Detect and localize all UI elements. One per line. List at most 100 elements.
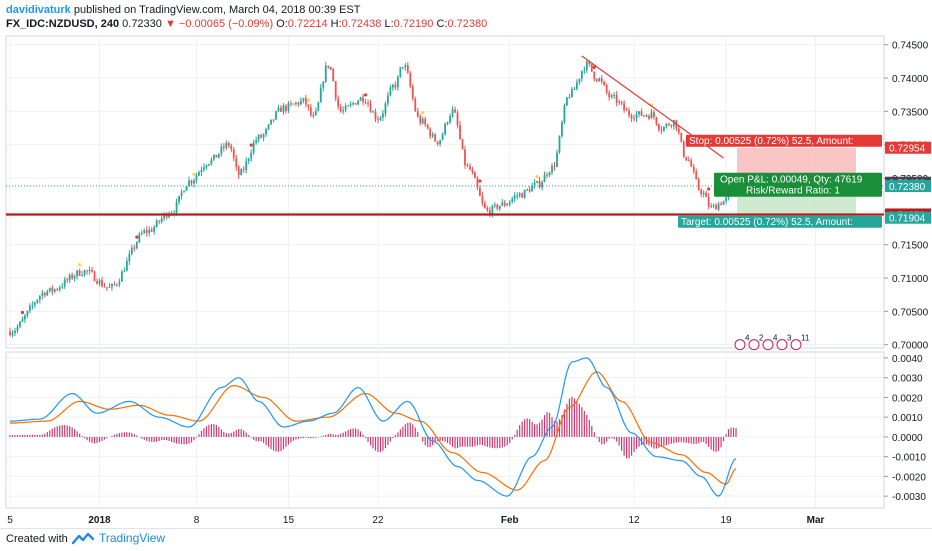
- candle-up: [272, 119, 275, 121]
- macd-tick-label: 0.0020: [892, 393, 923, 404]
- candle-up: [24, 315, 26, 320]
- candle-down: [680, 132, 683, 142]
- footer-bar: Created with TradingView: [0, 528, 932, 551]
- candle-up: [277, 107, 280, 112]
- candle-down: [96, 281, 98, 284]
- candle-up: [155, 220, 158, 228]
- candle-down: [640, 111, 643, 116]
- candle-up: [399, 67, 402, 77]
- pnl-box-bg: [714, 172, 882, 197]
- candle-up: [143, 230, 146, 234]
- candle-down: [230, 145, 233, 150]
- candle-up: [401, 67, 404, 69]
- event-flag-icon: [734, 339, 746, 351]
- candle-up: [324, 65, 327, 82]
- candle-up: [710, 206, 713, 208]
- candle-up: [618, 101, 621, 103]
- candle-down: [292, 103, 295, 105]
- candle-up: [725, 197, 727, 202]
- candle-down: [337, 98, 340, 107]
- candle-down: [595, 79, 598, 82]
- candle-down: [471, 169, 474, 173]
- candle-up: [665, 124, 668, 127]
- axes: 0.745000.740000.735000.730000.725000.720…: [7, 41, 931, 526]
- candle-up: [431, 134, 434, 137]
- candle-up: [48, 287, 51, 292]
- candle-up: [116, 284, 118, 286]
- candle-up: [203, 167, 205, 170]
- candle-up: [449, 115, 451, 123]
- candle-up: [200, 169, 203, 173]
- tradingview-link[interactable]: TradingView: [72, 531, 165, 545]
- candle-up: [111, 284, 113, 287]
- candle-up: [571, 89, 573, 98]
- price-axis-badge-text: 0.71904: [889, 214, 926, 225]
- candle-down: [546, 174, 548, 176]
- chart-overlays: Stop: 0.00525 (0.72%) 52.5, Amount: Targe…: [6, 55, 884, 351]
- chart-header: davidivaturk published on TradingView.co…: [0, 0, 932, 34]
- candle-up: [583, 70, 586, 72]
- candle-up: [220, 146, 223, 154]
- price-tick-label: 0.70000: [892, 341, 929, 352]
- fractal-marker: [306, 98, 310, 102]
- candle-down: [309, 107, 312, 116]
- candle-down: [695, 171, 698, 180]
- candle-down: [469, 166, 471, 170]
- candle-up: [580, 71, 583, 79]
- candle-down: [466, 165, 469, 167]
- candle-up: [14, 330, 16, 334]
- candle-up: [61, 286, 64, 288]
- candle-down: [630, 115, 633, 119]
- candle-down: [633, 118, 635, 120]
- candle-down: [66, 279, 69, 281]
- target-label-bg: [678, 215, 882, 228]
- author-link[interactable]: davidivaturk: [6, 4, 71, 16]
- time-tick-label: 15: [283, 515, 295, 526]
- time-tick-label: 19: [720, 515, 732, 526]
- candle-down: [56, 289, 59, 291]
- candle-up: [33, 302, 36, 305]
- fractal-marker: [478, 179, 482, 183]
- candle-down: [290, 103, 292, 105]
- candle-up: [672, 120, 675, 126]
- price-axis-badge-bg: [885, 211, 931, 224]
- macd-tick-label: 0.0040: [892, 354, 923, 365]
- candle-up: [265, 128, 267, 135]
- candle-down: [429, 128, 432, 137]
- candle-down: [605, 85, 608, 93]
- candle-up: [650, 112, 653, 119]
- candle-up: [384, 103, 387, 114]
- time-tick-label: 2018: [88, 515, 111, 526]
- candle-down: [628, 110, 630, 116]
- price-tick-label: 0.71500: [892, 241, 929, 252]
- time-tick-label: 12: [628, 515, 640, 526]
- candle-up: [11, 333, 14, 336]
- price-axis-badge: 0.72380: [885, 180, 931, 193]
- price-axis-badge-text: 0.72380: [889, 182, 926, 193]
- candle-up: [314, 110, 317, 116]
- price-tick-label: 0.73500: [892, 107, 929, 118]
- candle-up: [287, 103, 290, 111]
- candle-up: [250, 152, 253, 159]
- candle-up: [160, 218, 163, 222]
- candle-up: [118, 281, 121, 285]
- candle-up: [441, 134, 444, 141]
- candle-down: [424, 118, 427, 125]
- candle-up: [240, 169, 243, 176]
- candle-down: [215, 154, 218, 158]
- candle-down: [232, 149, 235, 159]
- candle-up: [275, 111, 277, 120]
- candle-up: [31, 304, 34, 306]
- candle-up: [205, 165, 208, 168]
- candle-down: [374, 111, 377, 120]
- event-flag-icon: [762, 339, 774, 351]
- price-chart[interactable]: Stop: 0.00525 (0.72%) 52.5, Amount: Targe…: [0, 34, 932, 528]
- candle-up: [180, 192, 183, 196]
- candle-up: [148, 229, 151, 233]
- tradingview-logo-icon: [72, 532, 94, 545]
- candle-down: [145, 230, 148, 233]
- candle-up: [163, 213, 166, 219]
- candle-up: [270, 119, 272, 125]
- candle-down: [476, 178, 479, 188]
- candle-up: [312, 115, 315, 117]
